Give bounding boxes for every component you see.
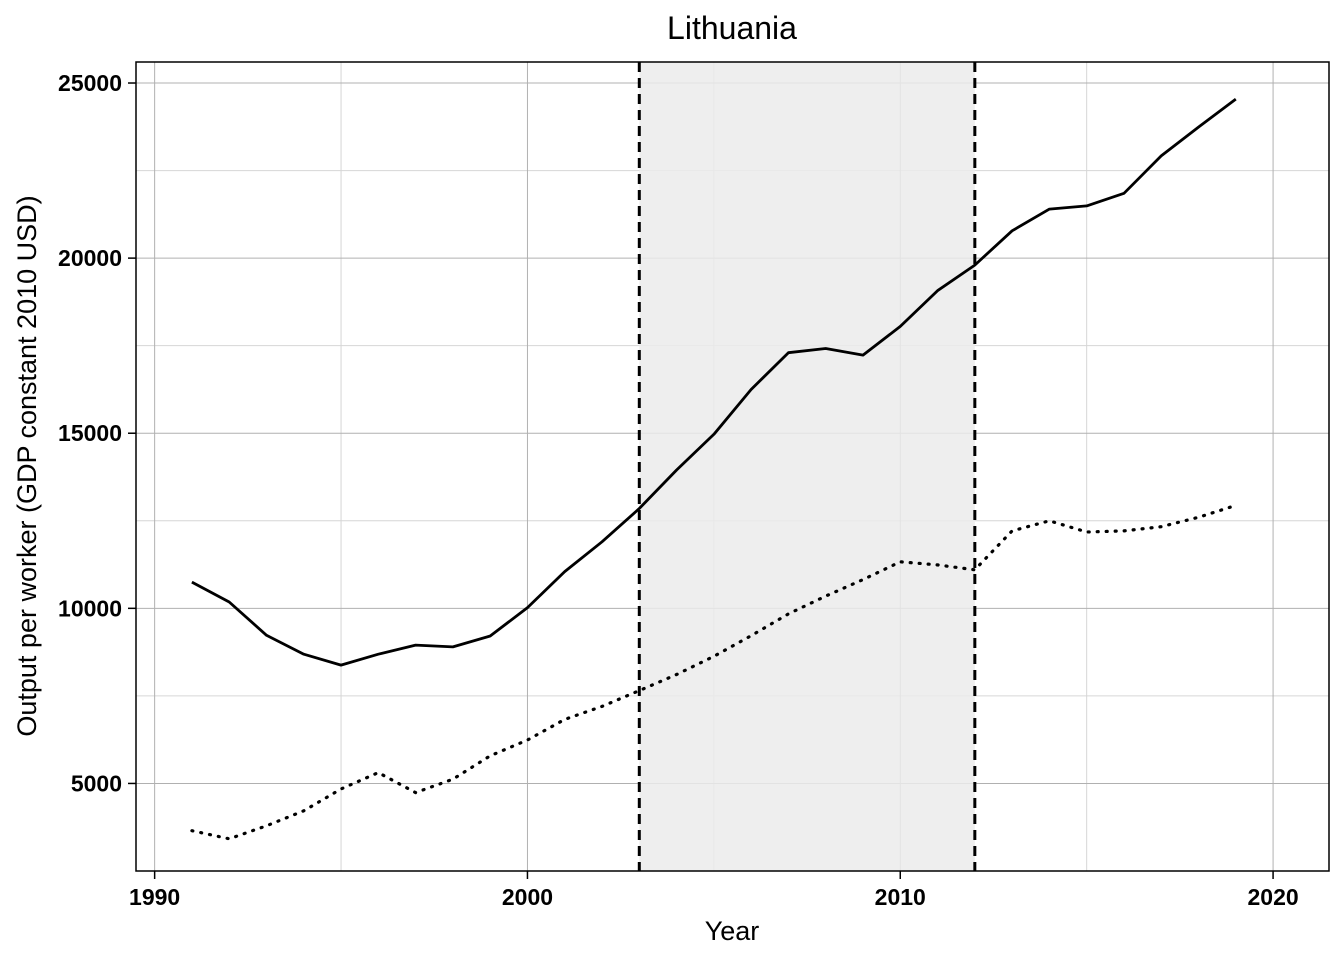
y-tick-label: 15000: [58, 420, 122, 446]
x-tick-label: 2000: [502, 884, 553, 910]
plot-panel-border: [135, 61, 1330, 872]
dotted-series-line: [190, 503, 1238, 841]
y-tick-label: 20000: [58, 245, 122, 271]
shaded-period: [637, 62, 977, 871]
solid-series-line: [191, 97, 1237, 667]
series-lines: [190, 97, 1238, 841]
y-tick-label: 25000: [58, 70, 122, 96]
y-tick-label: 5000: [71, 770, 122, 796]
x-tick-label: 2010: [875, 884, 926, 910]
x-tick-label: 2020: [1247, 884, 1298, 910]
y-tick-label: 10000: [58, 595, 122, 621]
y-axis-title: Output per worker (GDP constant 2010 USD…: [12, 195, 42, 736]
x-tick-label: 1990: [129, 884, 180, 910]
shaded-region: [639, 62, 975, 871]
chart-title: Lithuania: [667, 10, 797, 46]
axis-ticks: 1990 2000 2010 2020 5000 10000 15000 20000 25000: [58, 70, 1299, 910]
x-axis-title: Year: [705, 916, 760, 946]
